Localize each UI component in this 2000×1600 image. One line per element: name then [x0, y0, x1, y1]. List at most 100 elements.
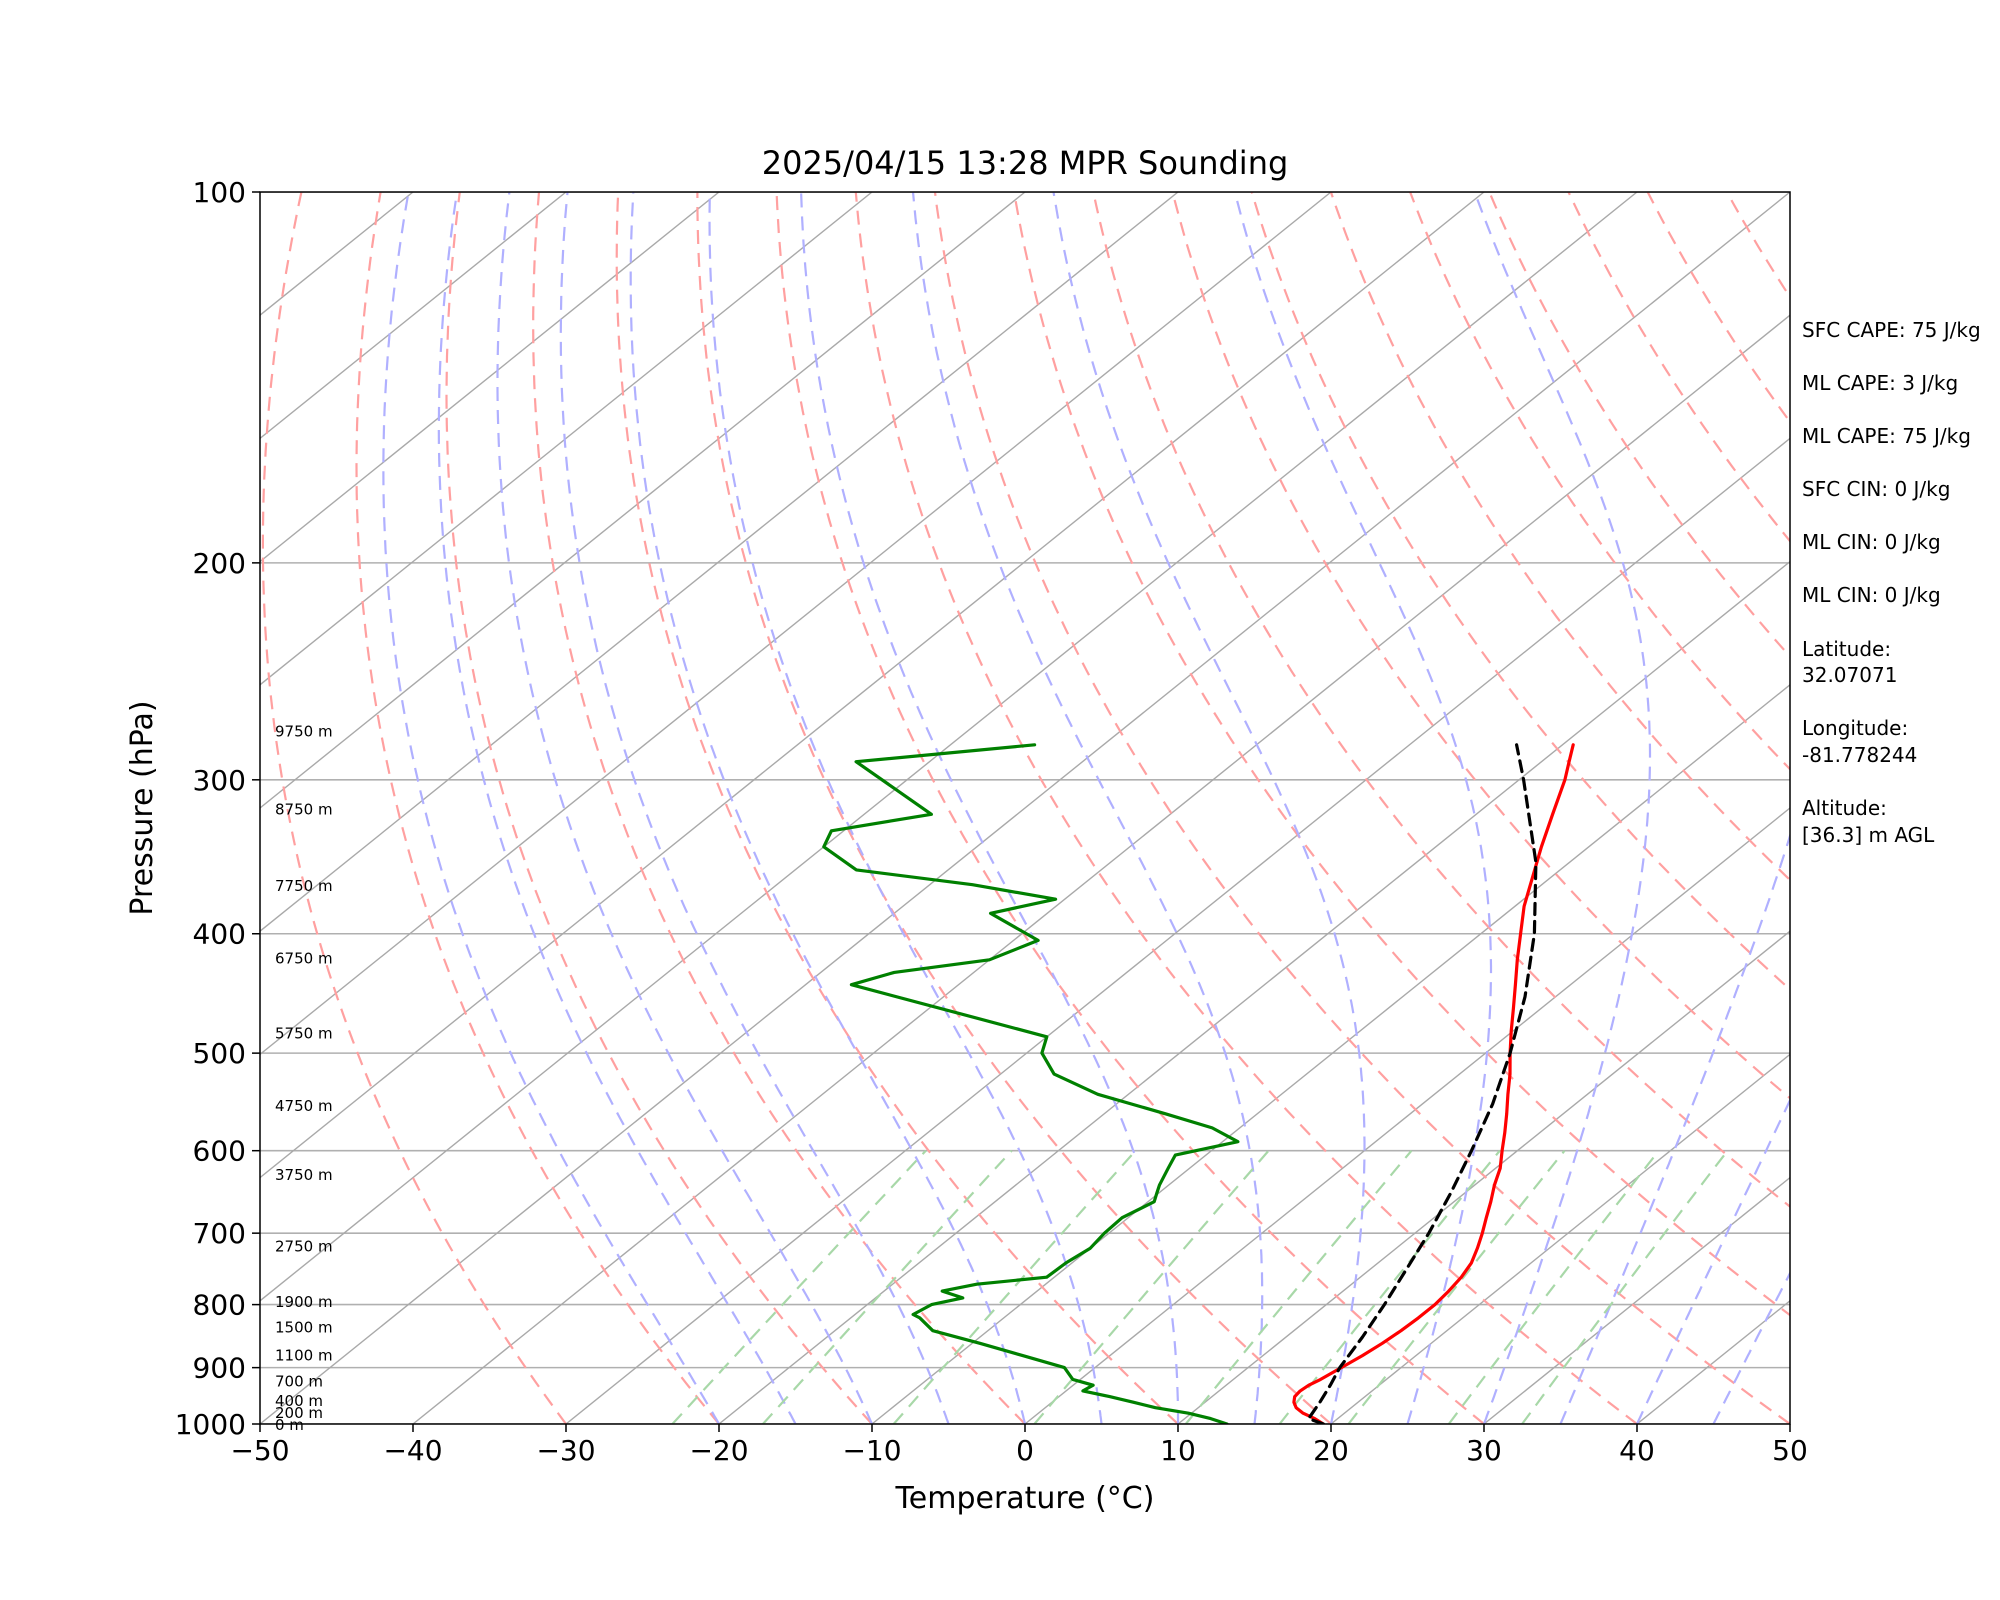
dry-adiabat-line — [532, 192, 1026, 1424]
isotherm-line — [260, 192, 567, 440]
height-label: 7750 m — [275, 877, 333, 895]
info-line: ML CAPE: 3 J/kg — [1802, 371, 1958, 395]
info-line: ML CIN: 0 J/kg — [1802, 583, 1941, 607]
info-line: ML CIN: 0 J/kg — [1802, 530, 1941, 554]
y-tick-label: 800 — [193, 1289, 246, 1322]
moist-adiabat-line — [1473, 192, 1652, 1424]
y-tick-label: 1000 — [175, 1408, 246, 1441]
height-label: 0 m — [275, 1416, 304, 1434]
isotherm-line — [0, 192, 107, 1424]
dry-adiabat-line — [445, 192, 873, 1424]
data-lines — [822, 743, 1575, 1424]
height-label: 200 m — [275, 1404, 323, 1422]
isotherm-line — [1330, 1053, 1790, 1424]
chart-title: 2025/04/15 13:28 MPR Sounding — [762, 144, 1289, 182]
isotherm-line — [565, 437, 1790, 1424]
height-label: 4750 m — [275, 1097, 333, 1115]
height-label: 1100 m — [275, 1347, 333, 1365]
height-label: 400 m — [275, 1392, 323, 1410]
mixing-ratio-line — [1184, 1149, 1413, 1424]
mixing-ratio-line — [671, 1149, 927, 1424]
x-tick-label: 40 — [1619, 1434, 1655, 1467]
x-axis: −50 −40 −30 −20 −10 0 10 20 30 40 50 — [230, 1424, 1808, 1467]
x-tick-label: 50 — [1772, 1434, 1808, 1467]
moist-adiabat-line — [559, 192, 950, 1424]
y-axis-label: Pressure (hPa) — [125, 700, 160, 915]
dry-adiabat-line — [261, 192, 567, 1424]
mixing-ratio-line — [1521, 1150, 1729, 1424]
y-tick-label: 600 — [193, 1135, 246, 1168]
dry-adiabat-line — [1250, 192, 1790, 991]
moist-adiabat-line — [1559, 192, 1790, 1424]
y-tick-label: 400 — [193, 918, 246, 951]
height-label: 8750 m — [275, 800, 333, 818]
temperature-line — [1292, 743, 1575, 1424]
mixing-ratio-line — [1447, 1150, 1660, 1424]
y-axis: 100 200 300 400 500 600 700 800 900 1000 — [175, 176, 260, 1441]
mixing-ratio-line — [762, 1149, 1013, 1424]
info-line: [36.3] m AGL — [1802, 823, 1935, 847]
moist-adiabat-line — [1052, 192, 1366, 1424]
height-labels: 9750 m 8750 m 7750 m 6750 m 5750 m 4750 m 3750… — [275, 722, 333, 1434]
background-lines — [0, 192, 2000, 1424]
y-tick-label: 900 — [193, 1352, 246, 1385]
isotherm-line — [1483, 1176, 1790, 1424]
mixing-ratio-line — [892, 1149, 1137, 1424]
isotherm-line — [260, 192, 720, 563]
dry-adiabat-line — [775, 192, 1485, 1424]
moist-adiabat-line — [708, 192, 1103, 1424]
dry-adiabat-line — [355, 192, 720, 1424]
moist-adiabat-line — [911, 192, 1264, 1424]
x-tick-label: −20 — [689, 1434, 748, 1467]
info-line: SFC CAPE: 75 J/kg — [1802, 318, 1981, 342]
height-label: 2750 m — [275, 1238, 333, 1256]
isotherm-line — [260, 192, 1332, 1056]
y-tick-label: 300 — [193, 764, 246, 797]
x-tick-label: 10 — [1160, 1434, 1196, 1467]
moist-adiabat-line — [382, 192, 720, 1424]
x-tick-label: 20 — [1313, 1434, 1349, 1467]
isotherm-line — [260, 192, 1790, 1424]
isotherm-line — [260, 192, 1179, 933]
dry-adiabat-line — [1646, 192, 1790, 424]
height-label: 700 m — [275, 1373, 323, 1391]
info-line: Longitude: — [1802, 716, 1908, 740]
y-tick-label: 100 — [193, 176, 246, 209]
isotherm-line — [871, 683, 1790, 1424]
dry-adiabat-line — [933, 192, 1790, 1424]
y-tick-label: 200 — [193, 547, 246, 580]
isotherm-line — [1177, 930, 1790, 1424]
height-label: 1500 m — [275, 1319, 333, 1337]
info-panel: SFC CAPE: 75 J/kg ML CAPE: 3 J/kg ML CAPE:… — [1802, 318, 1981, 847]
info-line: -81.778244 — [1802, 743, 1917, 767]
info-line: Altitude: — [1802, 796, 1887, 820]
info-line: Latitude: — [1802, 637, 1891, 661]
dry-adiabat-line — [1171, 192, 1790, 1100]
moist-adiabat-line — [1712, 1270, 1790, 1424]
isotherm-line — [260, 192, 1026, 809]
moist-adiabat-line — [437, 192, 797, 1424]
moist-adiabat-line — [800, 192, 1180, 1424]
isotherm-line — [1024, 807, 1790, 1424]
info-line: SFC CIN: 0 J/kg — [1802, 477, 1950, 501]
moist-adiabat-line — [1635, 1097, 1790, 1424]
dry-adiabat-line — [615, 192, 1179, 1424]
mixing-ratio-line — [1033, 1149, 1270, 1424]
x-tick-label: −50 — [230, 1434, 289, 1467]
y-tick-label: 500 — [193, 1037, 246, 1070]
x-tick-label: −10 — [842, 1434, 901, 1467]
isotherm-line — [260, 192, 1638, 1302]
dry-adiabat-line — [1965, 192, 2000, 1424]
moist-adiabat-line — [496, 192, 874, 1424]
height-label: 3750 m — [275, 1166, 333, 1184]
x-tick-label: 0 — [1016, 1434, 1034, 1467]
x-tick-label: 30 — [1466, 1434, 1502, 1467]
dry-adiabat-line — [854, 192, 1638, 1424]
dry-adiabat-line — [696, 192, 1332, 1424]
height-label: 5750 m — [275, 1025, 333, 1043]
parcel-path-line — [1307, 743, 1538, 1424]
height-label: 6750 m — [275, 950, 333, 968]
dewpoint-line — [822, 743, 1240, 1424]
dry-adiabat-line — [1329, 192, 1790, 882]
